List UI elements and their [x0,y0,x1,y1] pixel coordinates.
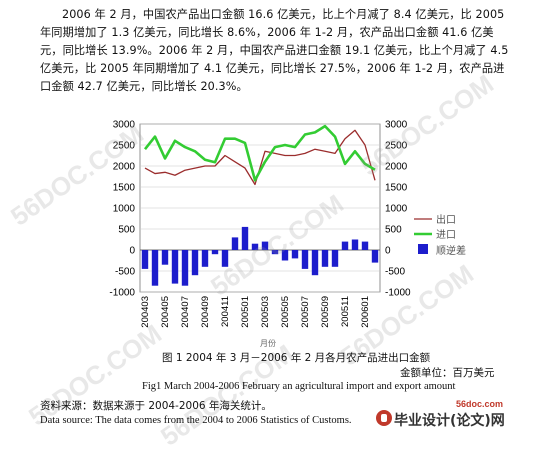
x-tick-label: 200503 [260,296,271,328]
right-tick-label: -500 [385,267,405,278]
right-tick-label: 500 [385,225,402,236]
legend-label: 进口 [436,229,456,241]
left-tick-label: 0 [129,246,135,257]
balance-bar [191,250,199,276]
trade-chart: 3000 2500 2000 1500 1000 500 0 -500 -1000 3000 250… [109,120,466,349]
balance-bar [151,250,159,286]
balance-bar [241,226,249,250]
balance-bar [351,239,359,250]
balance-bar [291,250,299,259]
left-tick-label: -1000 [109,288,135,299]
series-lines [143,124,376,186]
left-tick-label: 2000 [113,162,136,173]
balance-bar [201,250,209,267]
right-tick-label: 2500 [385,141,408,152]
left-tick-label: -500 [115,267,135,278]
chart-axes: 3000 2500 2000 1500 1000 500 0 -500 -1000 3000 250… [109,120,411,349]
x-tick-label: 200403 [140,296,151,328]
balance-bar [371,250,379,263]
figure-caption-cn: 图 1 2004 年 3 月－2006 年 2 月各月农产品进出口金额 [162,352,431,364]
right-tick-label: 3000 [385,120,408,131]
left-tick-label: 3000 [113,120,136,131]
right-tick-label: 2000 [385,162,408,173]
x-tick-label: 200501 [240,296,251,328]
x-tick-label: 200409 [200,296,211,328]
article-paragraph: 2006 年 2 月，中国农产品出口金额 16.6 亿美元，比上个月减了 8.4… [40,8,509,93]
right-tick-label: 0 [385,246,391,257]
chart-grid [139,123,381,293]
x-tick-label: 200511 [340,296,351,327]
balance-bar [251,243,259,250]
balance-bar [311,250,319,276]
balance-bar [281,250,289,261]
balance-bar [171,250,179,284]
balance-bar [161,250,169,265]
right-tick-label: 1000 [385,204,408,215]
balance-bar [211,250,219,255]
data-source-en: Data source: The data comes from the 200… [40,415,352,426]
balance-bar [221,250,229,267]
x-axis-label: 月份 [260,338,276,348]
legend-label: 出口 [436,213,456,226]
logo-site-text: 56doc.com [456,399,504,409]
figure-caption-en: Fig1 March 2004-2006 February an agricul… [142,381,456,392]
logo-name-text: 毕业设计(论文)网 [394,413,505,429]
export-line [144,129,376,186]
x-tick-label: 200509 [320,296,331,328]
left-tick-label: 500 [118,225,135,236]
import-line [143,124,376,182]
balance-bar [321,250,329,267]
balance-bar [301,250,309,269]
balance-bar [141,250,149,269]
figure-unit: 金额单位：百万美元 [400,367,495,379]
balance-bar [261,241,269,250]
left-tick-label: 1500 [113,183,136,194]
balance-bar [181,250,189,286]
x-tick-label: 200505 [280,296,291,328]
x-tick-label: 200507 [300,296,311,328]
left-tick-label: 1000 [113,204,136,215]
right-tick-label: 1500 [385,183,408,194]
balance-bar [331,250,339,267]
legend-label: 顺逆差 [436,244,466,257]
balance-bars [141,226,379,286]
balance-bar [231,237,239,250]
logo-mark-icon [376,410,392,426]
x-tick-label: 200601 [360,296,371,328]
x-tick-label: 200407 [180,296,191,328]
left-tick-label: 2500 [113,141,136,152]
right-tick-label: -1000 [385,288,411,299]
data-source-cn: 资料来源：数据来源于 2004-2006 年海关统计。 [40,400,272,412]
legend-swatch [418,244,428,254]
balance-bar [341,241,349,250]
x-tick-label: 200405 [160,296,171,328]
balance-bar [271,250,279,255]
site-logo[interactable]: 56doc.com 毕业设计(论文)网 [376,399,530,429]
balance-bar [361,241,369,250]
x-tick-label: 200411 [220,296,231,327]
